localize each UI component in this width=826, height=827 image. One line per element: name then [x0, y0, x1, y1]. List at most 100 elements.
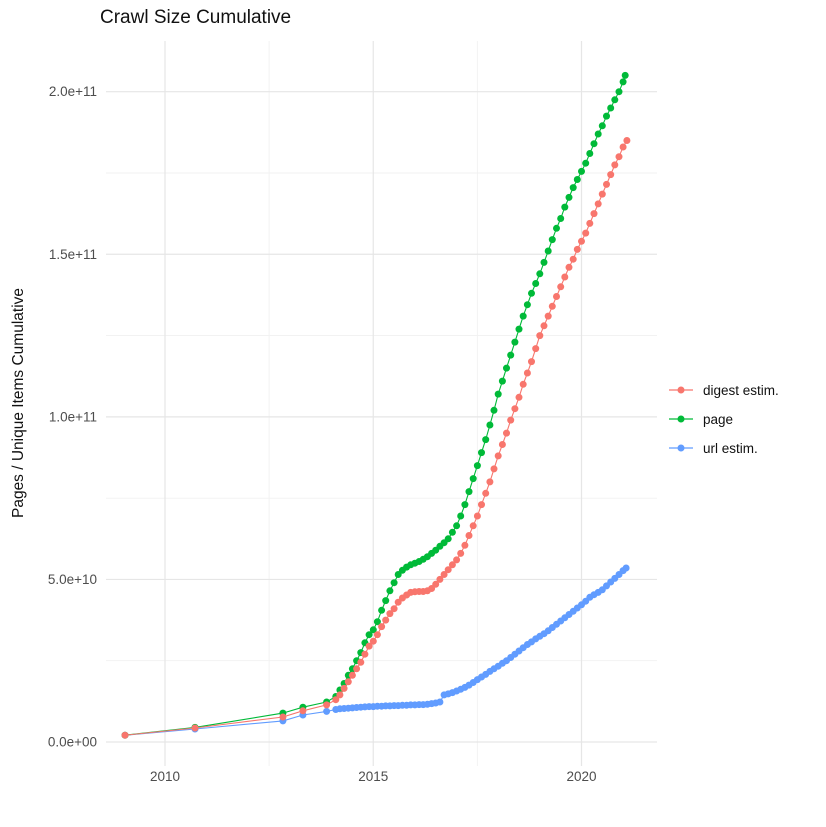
- data-point: [548, 236, 556, 244]
- data-point: [386, 587, 394, 595]
- data-point: [473, 462, 481, 470]
- data-point: [586, 219, 594, 227]
- legend: digest estim. page url estim.: [668, 380, 779, 467]
- data-point: [565, 263, 573, 271]
- data-point: [378, 623, 386, 631]
- series-points-page: [121, 71, 629, 739]
- series-line-digest-estim-: [124, 140, 628, 736]
- data-point: [444, 566, 452, 574]
- data-point: [453, 522, 461, 530]
- data-point: [611, 96, 619, 104]
- data-point: [603, 180, 610, 188]
- data-point: [569, 255, 577, 263]
- y-axis-labels: 0.0e+00 5.0e+10 1.0e+11 1.5e+11 2.0e+11: [48, 84, 97, 749]
- data-point: [478, 449, 485, 457]
- data-point: [607, 171, 615, 179]
- data-point: [490, 406, 498, 414]
- data-point: [523, 301, 531, 309]
- legend-label: url estim.: [703, 440, 758, 456]
- data-point: [603, 112, 610, 120]
- data-point: [578, 237, 585, 245]
- data-point: [482, 489, 490, 497]
- data-point: [378, 606, 386, 614]
- legend-key-icon: [669, 386, 693, 394]
- data-point: [615, 88, 623, 96]
- x-axis-labels: 2010 2015 2020: [150, 769, 597, 784]
- data-point: [390, 579, 398, 587]
- data-point: [557, 215, 565, 222]
- grid-major: [106, 41, 657, 766]
- data-point: [498, 441, 506, 448]
- data-point: [353, 665, 361, 673]
- data-point: [536, 332, 544, 340]
- data-point: [532, 280, 540, 287]
- data-point: [482, 436, 490, 444]
- data-point: [432, 580, 440, 588]
- legend-label: page: [703, 411, 734, 427]
- data-point: [544, 312, 552, 320]
- data-point: [619, 143, 627, 151]
- data-point: [621, 71, 629, 79]
- data-point: [544, 247, 552, 255]
- data-point: [622, 564, 630, 572]
- data-point: [611, 161, 619, 169]
- data-point: [515, 393, 523, 401]
- data-point: [279, 713, 287, 721]
- data-point: [536, 270, 544, 278]
- data-point: [515, 325, 523, 333]
- data-point: [373, 618, 381, 626]
- y-tick-label: 1.5e+11: [49, 247, 97, 262]
- data-point: [486, 478, 494, 486]
- data-point: [507, 416, 515, 424]
- data-point: [469, 522, 477, 530]
- data-point: [444, 535, 452, 543]
- data-point: [511, 338, 519, 346]
- data-point: [582, 229, 590, 237]
- data-point: [503, 364, 510, 372]
- data-point: [623, 137, 631, 144]
- data-point: [369, 637, 377, 645]
- data-point: [323, 701, 331, 709]
- grid-minor: [106, 41, 657, 766]
- data-point: [573, 176, 581, 183]
- data-point: [340, 684, 348, 692]
- data-point: [440, 571, 448, 578]
- data-point: [457, 549, 465, 557]
- data-point: [561, 273, 569, 281]
- legend-item-digest-estim-: digest estim.: [668, 380, 779, 400]
- legend-key-icon: [669, 415, 693, 423]
- data-point: [553, 293, 560, 300]
- data-point: [519, 380, 527, 388]
- data-point: [361, 650, 369, 658]
- data-point: [511, 405, 519, 413]
- data-point: [365, 631, 373, 639]
- data-point: [528, 289, 535, 297]
- data-point: [573, 245, 581, 253]
- data-point: [461, 501, 469, 509]
- data-point: [436, 698, 444, 706]
- data-point: [490, 465, 498, 473]
- data-point: [532, 345, 540, 353]
- data-point: [594, 130, 602, 138]
- legend-item-page: page: [668, 409, 779, 429]
- data-point: [469, 475, 477, 483]
- data-point: [619, 78, 627, 86]
- data-point: [191, 724, 199, 732]
- data-point: [598, 122, 606, 130]
- data-point: [569, 184, 577, 192]
- data-point: [344, 678, 352, 686]
- series-line-page: [124, 75, 626, 736]
- data-point: [357, 658, 365, 666]
- data-point: [540, 258, 548, 266]
- series-points-digest-estim-: [121, 137, 631, 739]
- data-point: [436, 575, 444, 583]
- data-point: [540, 322, 548, 330]
- data-point: [382, 597, 390, 605]
- x-tick-label: 2020: [566, 769, 596, 784]
- data-point: [519, 312, 527, 320]
- data-point: [453, 556, 461, 564]
- data-point: [332, 696, 340, 704]
- data-point: [390, 605, 398, 613]
